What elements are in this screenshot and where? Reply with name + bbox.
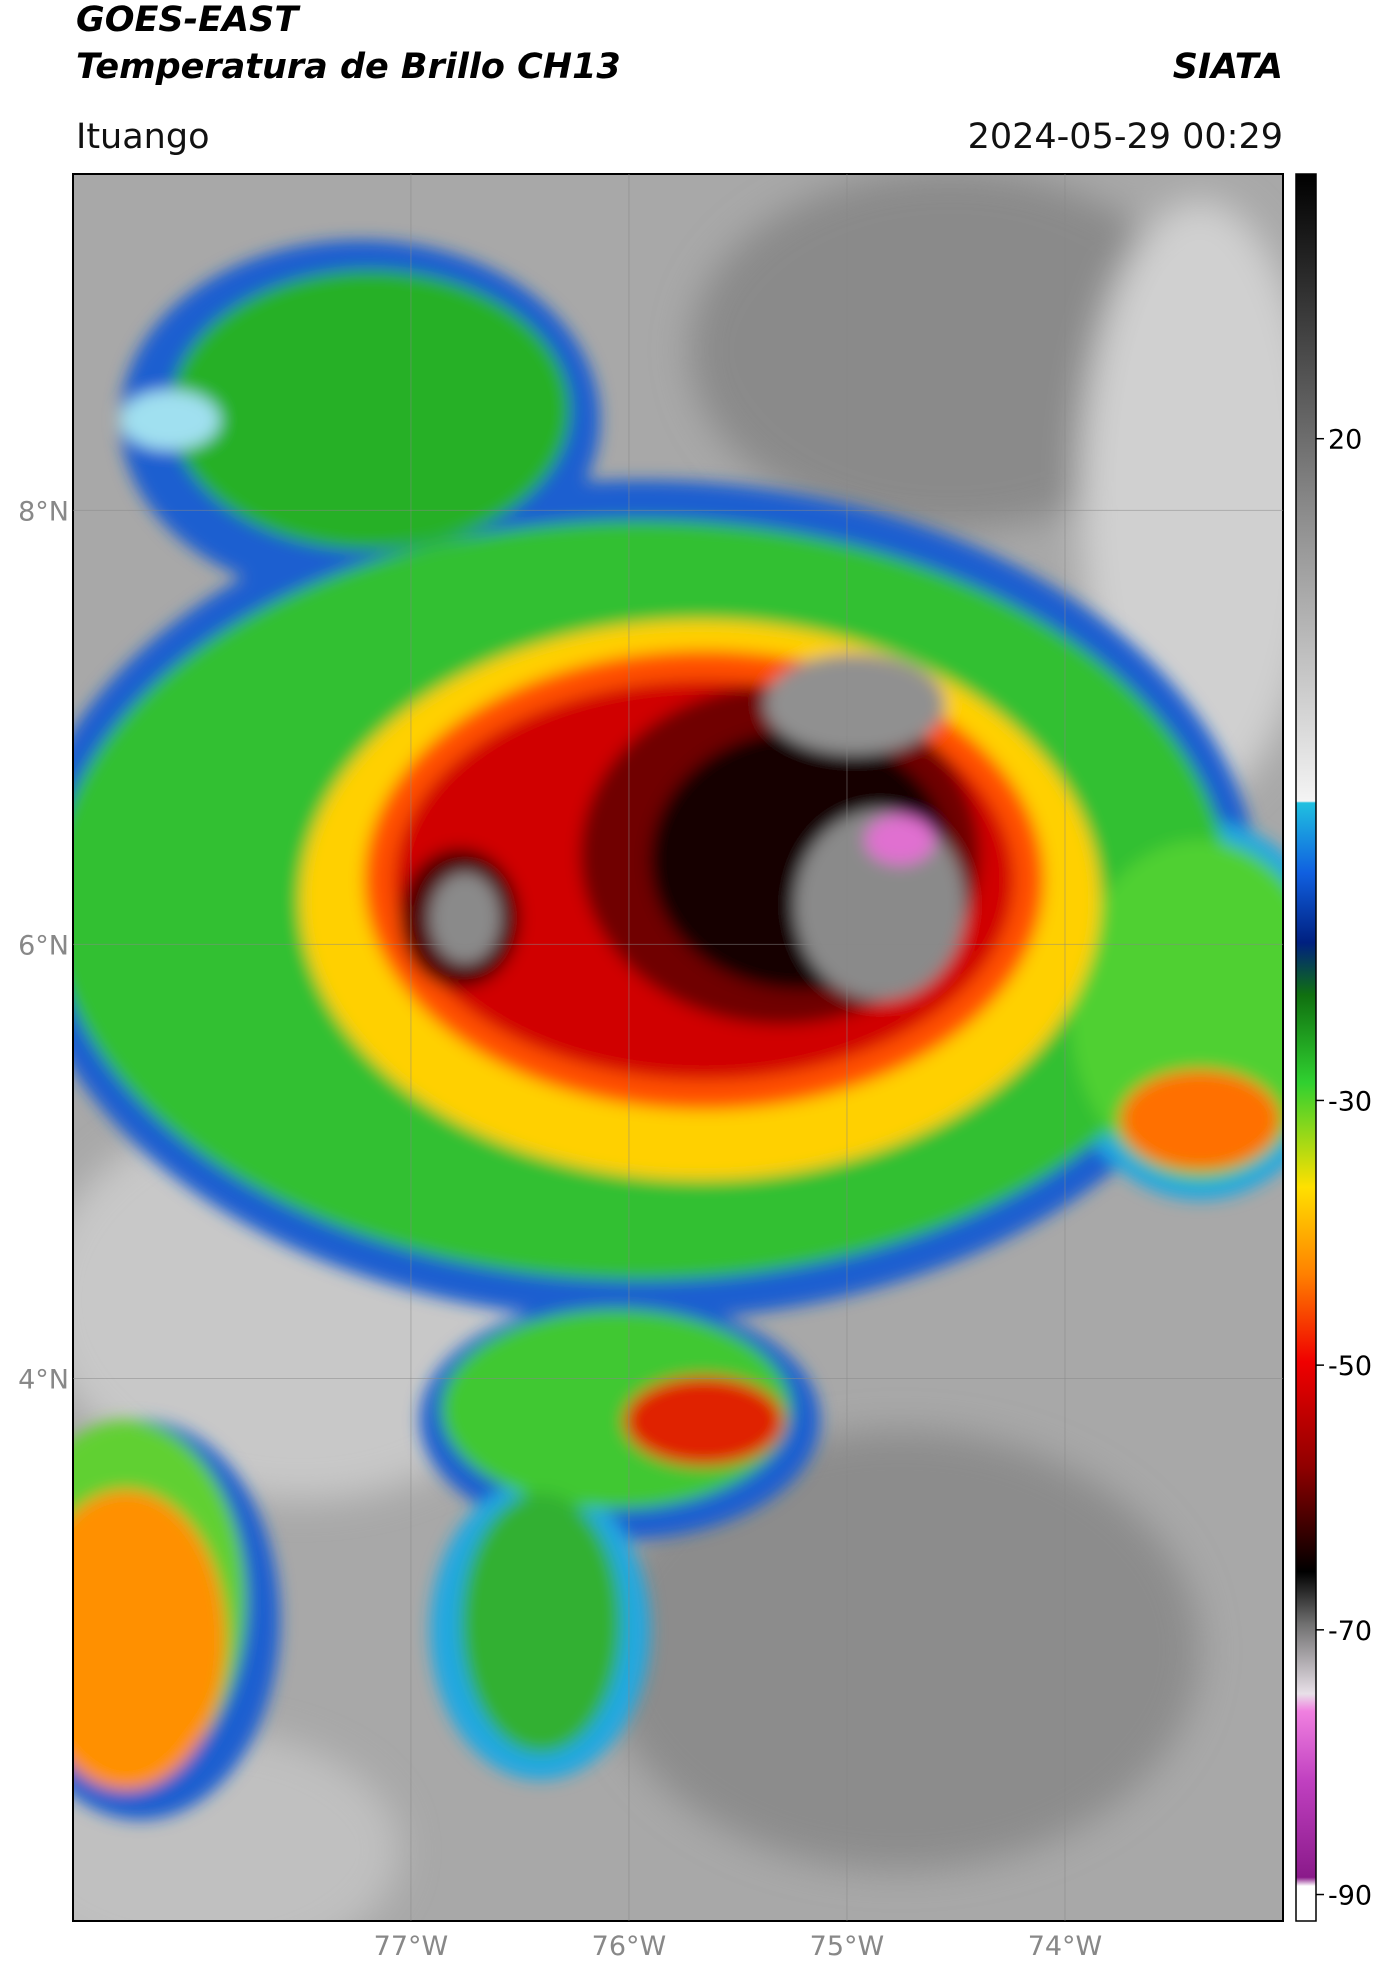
colorbar-tick-label: -50 <box>1328 1351 1372 1382</box>
y-tick-label: 6°N <box>18 930 69 961</box>
colorbar-tick-label: -70 <box>1328 1616 1372 1647</box>
x-tick-label: 75°W <box>810 1931 885 1962</box>
colorbar-tick-label: -30 <box>1328 1086 1372 1117</box>
y-tick-label: 4°N <box>18 1364 69 1395</box>
colorbar-tick-label: -90 <box>1328 1881 1372 1912</box>
map-frame <box>72 173 1284 1922</box>
colorbar-tick-label: 20 <box>1328 425 1362 456</box>
x-tick-label: 76°W <box>592 1931 667 1962</box>
title: GOES-EAST <box>76 0 301 40</box>
colorbar <box>1295 173 1317 1922</box>
y-tick-label: 8°N <box>18 496 69 527</box>
timestamp: 2024-05-29 00:29 <box>968 117 1283 157</box>
x-tick-label: 77°W <box>374 1931 449 1962</box>
subtitle: Temperatura de Brillo CH13 <box>76 47 621 87</box>
satellite-image <box>73 174 1283 1921</box>
location: Ituango <box>76 117 210 157</box>
source: SIATA <box>1173 47 1283 87</box>
x-tick-label: 74°W <box>1028 1931 1103 1962</box>
